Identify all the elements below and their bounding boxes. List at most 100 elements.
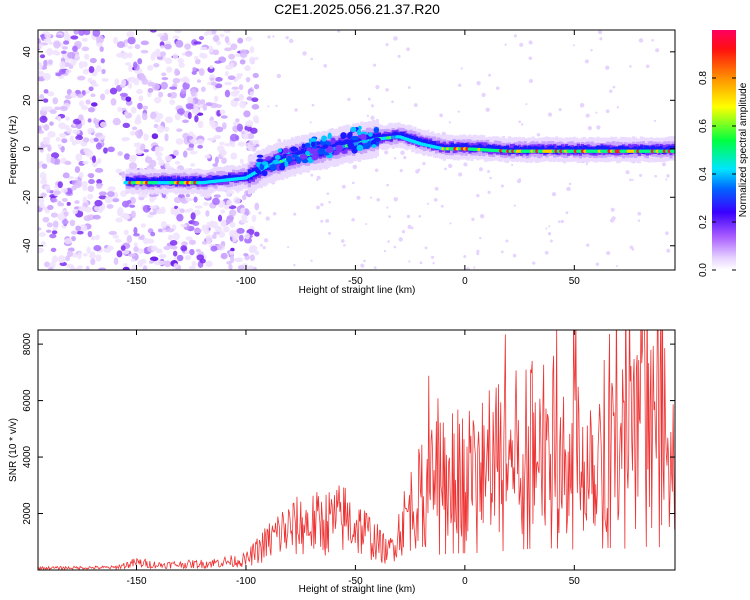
spectrogram-speckle: [96, 183, 103, 189]
spectrogram-ridge-cell: [401, 132, 405, 138]
spectrogram-speckle: [393, 245, 397, 249]
spectrogram-speckle: [200, 86, 206, 92]
spectrogram-speckle: [606, 250, 611, 256]
spectrogram-speckle: [504, 43, 507, 46]
spectrogram-ridge-cell: [541, 145, 545, 152]
spectrogram-speckle: [584, 59, 589, 64]
x-tick-label: 0: [462, 276, 468, 287]
spectrogram-ridge-cell: [263, 160, 267, 170]
spectrogram-speckle: [143, 149, 149, 153]
spectrogram-speckle: [98, 267, 107, 270]
spectrogram-speckle: [82, 196, 88, 204]
spectrogram-speckle: [43, 38, 52, 43]
spectrogram-speckle: [327, 231, 331, 235]
spectrogram-blob: [327, 132, 332, 140]
spectrogram-speckle: [418, 215, 422, 218]
spectrogram-speckle: [115, 217, 123, 223]
spectrogram-speckle: [565, 211, 569, 215]
spectrogram-speckle: [129, 204, 136, 208]
spectrogram-speckle: [128, 64, 134, 73]
spectrogram-speckle: [53, 190, 62, 195]
spectrogram-speckle: [137, 102, 143, 110]
spectrogram-speckle: [247, 265, 255, 270]
spectrogram-speckle: [403, 155, 407, 160]
spectrogram-speckle: [117, 151, 123, 157]
spectrogram-speckle: [200, 99, 206, 105]
spectrogram-speckle: [239, 52, 248, 58]
spectrogram-speckle: [214, 83, 223, 89]
spectrogram-speckle: [370, 196, 373, 199]
spectrogram-speckle: [528, 79, 533, 84]
spectrogram-speckle: [203, 201, 209, 206]
spectrogram-blob: [261, 161, 269, 166]
spectrogram-speckle: [637, 219, 641, 222]
spectrogram-ridge-cell: [495, 145, 500, 152]
spectrogram-speckle: [481, 92, 486, 98]
spectrogram-ridge-cell: [637, 146, 642, 153]
x-tick-label: -50: [348, 276, 363, 287]
spectrogram-speckle: [43, 59, 48, 67]
spectrogram-speckle: [192, 66, 197, 72]
spectrogram-speckle: [245, 120, 254, 128]
spectrogram-speckle: [214, 95, 219, 102]
y-tick-label: 2000: [22, 502, 33, 525]
spectrogram-speckle: [42, 216, 50, 223]
spectrogram-speckle: [254, 56, 259, 61]
spectrogram-blob: [311, 153, 319, 161]
spectrogram-speckle: [142, 204, 151, 213]
spectrogram-speckle: [172, 35, 180, 40]
spectrogram-speckle: [185, 236, 193, 241]
spectrogram-speckle: [388, 215, 391, 218]
spectrogram-speckle: [323, 64, 327, 68]
spectrogram-speckle: [476, 193, 480, 198]
spectrogram-speckle: [225, 189, 231, 198]
spectrogram-speckle: [124, 62, 132, 66]
spectrogram-speckle: [177, 58, 184, 64]
spectrogram-speckle: [218, 230, 226, 238]
spectrogram-speckle: [63, 124, 70, 130]
spectrogram-speckle: [595, 262, 600, 267]
spectrogram-ridge-cell: [564, 145, 569, 152]
spectrogram-speckle: [209, 119, 216, 127]
spectrogram-ridge-cell: [462, 143, 466, 150]
spectrogram-speckle: [85, 99, 91, 105]
spectrogram-speckle: [96, 178, 103, 185]
spectrogram-ridge-cell: [450, 142, 454, 149]
spectrogram-ridge-cell: [166, 176, 171, 183]
spectrogram-ridge-cell: [135, 177, 139, 184]
spectrogram-speckle: [427, 202, 430, 205]
spectrogram-ridge-cell: [168, 177, 173, 184]
spectrogram-speckle: [133, 246, 139, 253]
spectrogram-speckle: [38, 227, 42, 231]
spectrogram-marks: [38, 30, 675, 270]
spectrogram-speckle: [80, 224, 88, 232]
spectrogram-speckle: [57, 115, 62, 122]
spectrogram-speckle: [75, 153, 83, 162]
spectrogram-ridge-cell: [393, 131, 397, 138]
spectrogram-speckle: [48, 266, 54, 270]
spectrogram-speckle: [184, 43, 191, 50]
spectrogram-speckle: [265, 216, 270, 221]
spectrogram-speckle: [126, 235, 133, 243]
spectrogram-speckle: [140, 258, 147, 265]
spectrogram-speckle: [138, 193, 147, 198]
spectrogram-speckle: [596, 125, 601, 130]
y-tick-label: -40: [22, 238, 33, 253]
snr-frame: [37, 329, 676, 571]
spectrogram-ridge-cell: [417, 138, 421, 145]
spectrogram-ridge-cell: [533, 146, 537, 152]
spectrogram-speckle: [251, 214, 257, 223]
spectrogram-speckle: [316, 175, 321, 180]
spectrogram-speckle: [406, 47, 410, 52]
spectrogram-speckle: [176, 128, 183, 133]
spectrogram-speckle: [198, 68, 205, 76]
spectrogram-speckle: [103, 147, 108, 154]
spectrogram-speckle: [121, 136, 129, 142]
spectrogram-speckle: [140, 40, 149, 46]
spectrogram-speckle: [151, 245, 158, 252]
spectrogram-speckle: [188, 265, 196, 270]
spectrogram-ridge-cell: [452, 144, 456, 151]
spectrogram-speckle: [80, 141, 88, 147]
spectrogram-speckle: [213, 194, 221, 198]
